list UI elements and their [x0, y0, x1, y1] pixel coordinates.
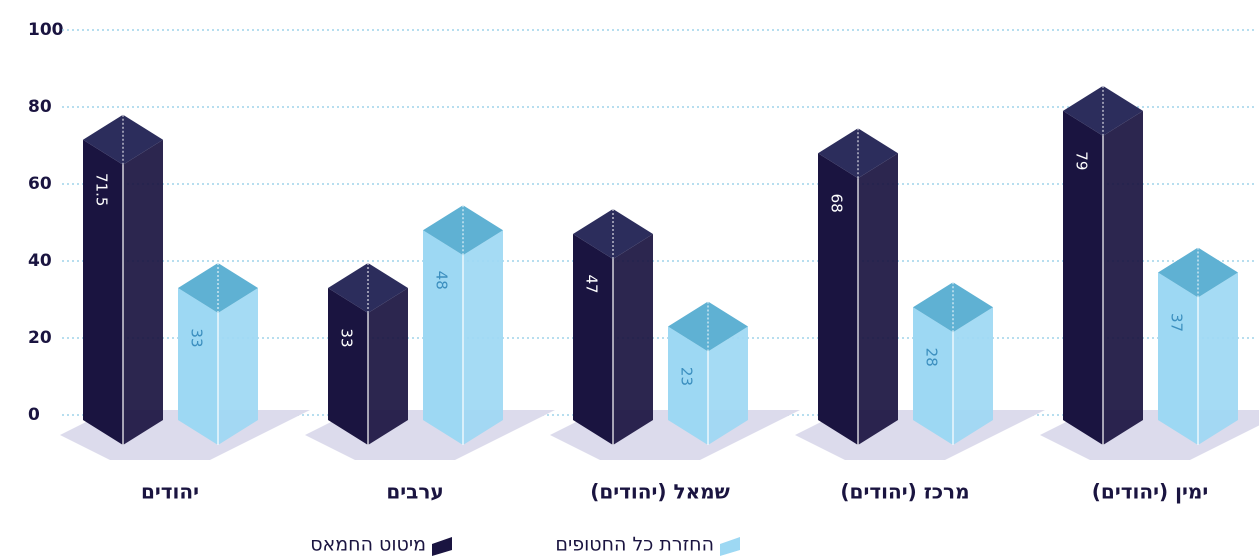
legend-swatch: [720, 537, 740, 556]
bar-right-face: [858, 153, 898, 445]
value-label: 33: [338, 328, 356, 347]
value-label: 37: [1168, 313, 1186, 332]
x-tick-label: יהודים: [141, 480, 199, 504]
bar-right-face: [953, 307, 993, 445]
bar-left-face: [1063, 110, 1103, 445]
x-tick-label: ימין (יהודים): [1092, 480, 1208, 504]
value-label: 48: [433, 271, 451, 290]
bar-right-face: [218, 287, 258, 445]
x-tick-label: ערבים: [386, 480, 443, 504]
bar: [913, 282, 993, 445]
x-tick-label: מרכז (יהודים): [840, 480, 969, 504]
bar-right-face: [463, 230, 503, 445]
bar: [423, 205, 503, 445]
value-label: 28: [923, 348, 941, 367]
bar-right-face: [1103, 110, 1143, 445]
bar: [573, 209, 653, 445]
bar-left-face: [573, 234, 613, 445]
bar-right-face: [123, 139, 163, 445]
value-label: 47: [583, 275, 601, 294]
bar: [83, 114, 163, 445]
value-label: 79: [1073, 151, 1091, 170]
bar-right-face: [1198, 272, 1238, 445]
bar-left-face: [328, 287, 368, 445]
y-tick-label: 0: [28, 405, 40, 425]
bar: [1063, 85, 1143, 445]
bar: [818, 128, 898, 445]
bar-left-face: [668, 326, 708, 445]
value-label: 68: [828, 194, 846, 213]
bar-left-face: [818, 153, 858, 445]
legend-swatch: [432, 537, 452, 556]
bar-right-face: [368, 287, 408, 445]
value-label: 33: [188, 328, 206, 347]
bar-left-face: [178, 287, 218, 445]
y-tick-label: 40: [28, 251, 52, 271]
y-tick-label: 80: [28, 97, 52, 117]
y-tick-label: 60: [28, 174, 52, 194]
legend-label: מיטוט החמאס: [310, 534, 426, 556]
y-tick-label: 20: [28, 328, 52, 348]
bar-left-face: [423, 230, 463, 445]
bar-left-face: [913, 307, 953, 445]
bar-left-face: [1158, 272, 1198, 445]
bar: [178, 262, 258, 445]
bar-right-face: [613, 234, 653, 445]
value-label: 23: [678, 367, 696, 386]
y-tick-label: 100: [28, 20, 64, 40]
bar-right-face: [708, 326, 748, 445]
x-tick-label: שמאל (יהודים): [590, 480, 730, 504]
legend-label: החזרת כל החטופים: [555, 534, 714, 556]
bar: [668, 301, 748, 445]
bar-left-face: [83, 139, 123, 445]
bar: [1158, 247, 1238, 445]
bar: [328, 262, 408, 445]
value-label: 71.5: [93, 173, 111, 206]
